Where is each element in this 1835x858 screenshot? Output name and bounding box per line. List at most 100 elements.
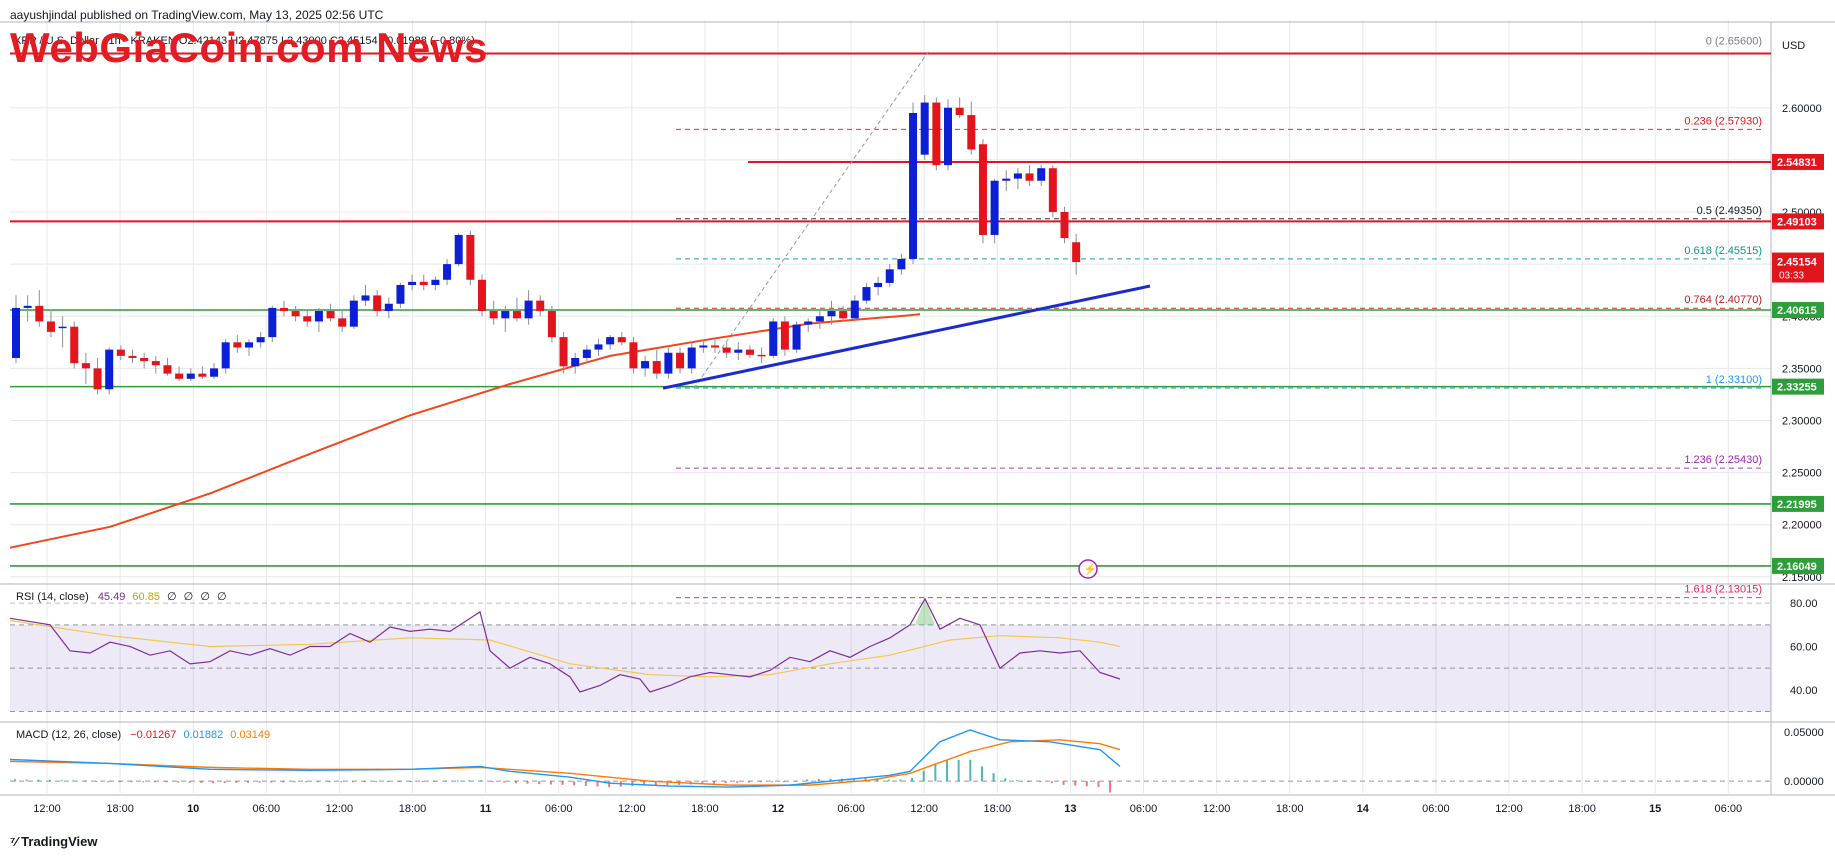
candle-body bbox=[955, 107, 964, 116]
macd-histogram-bar bbox=[281, 781, 284, 783]
macd-histogram-bar bbox=[398, 781, 401, 783]
candle bbox=[489, 300, 498, 325]
rsi-line bbox=[9, 597, 1121, 693]
macd-histogram-bar bbox=[876, 778, 879, 782]
macd-hist-value: −0.01267 bbox=[130, 729, 177, 741]
candle-body bbox=[1048, 168, 1057, 213]
candle bbox=[652, 349, 661, 379]
rsi-na-3: ∅ bbox=[200, 591, 210, 603]
signal-line bbox=[9, 739, 1121, 786]
candle-body bbox=[210, 368, 219, 377]
candle-body bbox=[105, 349, 114, 390]
candle bbox=[594, 339, 603, 356]
candle-body bbox=[978, 144, 987, 235]
candle-body bbox=[850, 300, 859, 319]
publisher-line: aayushjindal published on TradingView.co… bbox=[10, 8, 384, 22]
candle-body bbox=[617, 337, 626, 343]
candle-body bbox=[396, 284, 405, 304]
macd-histogram-bar bbox=[1039, 781, 1042, 783]
time-tick-label: 18:00 bbox=[1568, 803, 1596, 815]
time-tick-label: 06:00 bbox=[1422, 803, 1450, 815]
candle bbox=[711, 337, 719, 353]
candle-body bbox=[804, 321, 813, 325]
candle-body bbox=[1037, 168, 1046, 181]
candle bbox=[23, 295, 32, 322]
macd-histogram-bar bbox=[386, 781, 389, 783]
candle-body bbox=[606, 337, 615, 345]
tradingview-logo[interactable]: ⁷⁄ TradingView bbox=[10, 834, 98, 849]
candle bbox=[431, 276, 440, 291]
candle-body bbox=[140, 357, 149, 362]
candle-body bbox=[745, 349, 754, 355]
candle bbox=[105, 347, 114, 395]
level-price-tag bbox=[1772, 495, 1824, 512]
rsi-tick-label: 60.00 bbox=[1790, 642, 1818, 654]
grid bbox=[10, 20, 1771, 793]
macd-histogram-bar bbox=[177, 781, 180, 783]
fib-label: 0.764 (2.40770) bbox=[1684, 294, 1762, 306]
macd-histogram-bar bbox=[1097, 781, 1100, 787]
macd-histogram-bar bbox=[142, 781, 145, 783]
candle-body bbox=[885, 269, 894, 283]
macd-histogram-bar bbox=[736, 781, 739, 783]
time-tick-label: 12:00 bbox=[326, 803, 354, 815]
fib-label: 0.236 (2.57930) bbox=[1684, 115, 1762, 127]
candle-body bbox=[711, 345, 719, 348]
candle-body bbox=[699, 345, 708, 348]
time-tick-label: 18:00 bbox=[691, 803, 719, 815]
candle bbox=[501, 305, 510, 332]
macd-histogram-bar bbox=[445, 780, 448, 782]
current-price-text: 2.45154 bbox=[1777, 257, 1818, 269]
rsi-ma-value: 60.85 bbox=[132, 591, 160, 603]
candle bbox=[245, 339, 253, 356]
candle bbox=[408, 274, 417, 291]
macd-histogram-bar bbox=[549, 781, 552, 785]
macd-histogram-bar bbox=[782, 781, 785, 783]
macd-histogram-bar bbox=[468, 780, 471, 782]
macd-histogram-bar bbox=[946, 760, 948, 782]
macd-histogram-bar bbox=[316, 781, 319, 783]
candle bbox=[151, 355, 160, 374]
candle bbox=[361, 284, 370, 306]
macd-histogram-bar bbox=[713, 781, 715, 784]
candle bbox=[897, 253, 906, 275]
candle bbox=[163, 357, 172, 376]
time-axis: 12:00 18:00 10 06:00 12:00 18:00 11 06:00 12:00 1… bbox=[33, 803, 1742, 815]
macd-histogram-bar bbox=[701, 781, 704, 785]
candle-body bbox=[373, 295, 382, 312]
macd-histogram-bar bbox=[1050, 781, 1053, 784]
macd-histogram-bar bbox=[724, 781, 727, 784]
candle-body bbox=[186, 373, 195, 379]
price-tick-label: 2.25000 bbox=[1782, 468, 1822, 480]
candle-body bbox=[1072, 242, 1081, 263]
macd-histogram-bar bbox=[130, 781, 133, 783]
candle-body bbox=[268, 307, 277, 338]
candle-body bbox=[466, 234, 475, 280]
macd-histogram-bar bbox=[25, 779, 28, 782]
macd-histogram-bar bbox=[887, 779, 890, 782]
candle bbox=[524, 290, 533, 325]
candle bbox=[687, 342, 696, 374]
time-tick-label: 15 bbox=[1649, 803, 1661, 815]
candle-body bbox=[35, 305, 44, 322]
candle bbox=[466, 230, 475, 285]
fib-label: 1.236 (2.25430) bbox=[1684, 454, 1762, 466]
candle-body bbox=[641, 361, 650, 369]
candle-body bbox=[664, 352, 673, 374]
candle bbox=[12, 295, 20, 364]
macd-histogram-bar bbox=[584, 781, 587, 786]
time-tick-label: 06:00 bbox=[1130, 803, 1158, 815]
candle-body bbox=[221, 342, 230, 369]
candles bbox=[12, 95, 1081, 395]
macd-histogram-bar bbox=[852, 778, 855, 782]
time-tick-label: 14 bbox=[1357, 803, 1370, 815]
candle bbox=[559, 331, 568, 374]
candle-body bbox=[862, 287, 871, 301]
macd-histogram-bar bbox=[258, 781, 261, 783]
macd-histogram-bar bbox=[561, 781, 564, 785]
macd-histogram-bar bbox=[643, 781, 646, 786]
macd-histogram-bar bbox=[514, 781, 517, 784]
macd-histogram-bar bbox=[934, 763, 937, 782]
macd-histogram-bar bbox=[608, 781, 611, 788]
